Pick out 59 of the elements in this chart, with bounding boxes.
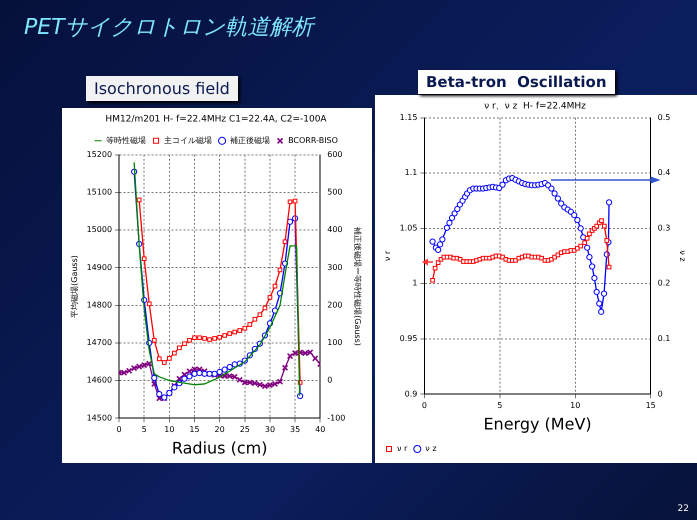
y-axis-title: 平均磁場(Gauss)	[70, 255, 79, 318]
legend-label: ν r	[397, 444, 408, 454]
y2-tick-label: 0.4	[658, 168, 670, 178]
y-tick-label: 0.9	[404, 389, 418, 398]
y-tick-label: 14900	[86, 262, 112, 272]
x-tick-label: 30	[264, 425, 276, 434]
y2-tick-label: 400	[327, 225, 343, 234]
x-tick-label: 5	[142, 425, 147, 434]
y2-tick-label: -100	[327, 413, 346, 422]
y2-tick-label: 0.3	[658, 223, 670, 232]
legend-label: 等時性磁場	[106, 136, 146, 145]
y2-tick-label: 100	[327, 338, 343, 348]
y2-tick-label: 600	[327, 150, 343, 159]
x-tick-label: 40	[315, 425, 326, 434]
y2-tick-label: 0	[327, 376, 332, 385]
y-tick-label: 14700	[86, 338, 112, 348]
y-axis-title: ν r	[382, 250, 392, 262]
y-tick-label: 1.05	[400, 223, 418, 232]
y2-axis-title: ν z	[678, 250, 688, 262]
x-tick-label: 35	[290, 425, 300, 434]
chart-title: ν r、ν z H- f=22.4MHz	[484, 102, 586, 112]
chart-subtitle: Beta-tron Oscillation	[418, 70, 615, 94]
x-tick-label: 0	[422, 401, 427, 410]
x-tick-label: 0	[116, 425, 122, 434]
y2-tick-label: 300	[327, 262, 343, 272]
legend-label: ν z	[425, 444, 437, 454]
text: PETサイクロトロン軌道解析	[24, 14, 314, 42]
y2-axis-title: 補正後磁場ー等時性磁場(Gauss)	[353, 227, 362, 346]
y2-tick-label: 0	[658, 389, 663, 398]
legend-label: BCORR-BISO	[288, 136, 338, 145]
text: 22	[678, 504, 689, 514]
y-tick-label: 15200	[86, 150, 112, 159]
x-tick-label: 15	[189, 425, 200, 434]
x-tick-label: 10	[164, 425, 174, 434]
x-axis-title: Energy (MeV)	[483, 414, 592, 434]
chart-title: HM12/m201 H- f=22.4MHz C1=22.4A, C2=-100A	[105, 114, 328, 125]
x-tick-label: 15	[646, 401, 656, 410]
y-tick-label: 14800	[86, 300, 112, 310]
y2-tick-label: 200	[327, 300, 343, 310]
y-tick-label: 1.1	[404, 168, 418, 178]
y-tick-label: 0.95	[400, 334, 418, 343]
y-tick-label: 14600	[86, 376, 112, 385]
legend-label: 補正後磁場	[230, 136, 270, 145]
legend-label: 主コイル磁場	[164, 136, 212, 145]
x-tick-label: 20	[214, 425, 225, 434]
y-tick-label: 15100	[86, 188, 112, 197]
x-axis-title: Radius (cm)	[172, 438, 268, 458]
y2-tick-label: 500	[327, 188, 343, 197]
x-tick-label: 25	[240, 425, 250, 434]
y-tick-label: 1.15	[400, 112, 418, 122]
x-tick-label: 10	[570, 401, 580, 410]
y2-tick-label: 0.2	[658, 278, 670, 288]
x-tick-label: 5	[497, 401, 502, 410]
chart-subtitle: Isochronous field	[86, 76, 238, 101]
y-tick-label: 15000	[86, 225, 112, 234]
y-tick-label: 14500	[86, 413, 112, 422]
y2-tick-label: 0.1	[658, 334, 670, 343]
y2-tick-label: 0.5	[658, 112, 670, 122]
y-tick-label: 1	[412, 278, 418, 288]
